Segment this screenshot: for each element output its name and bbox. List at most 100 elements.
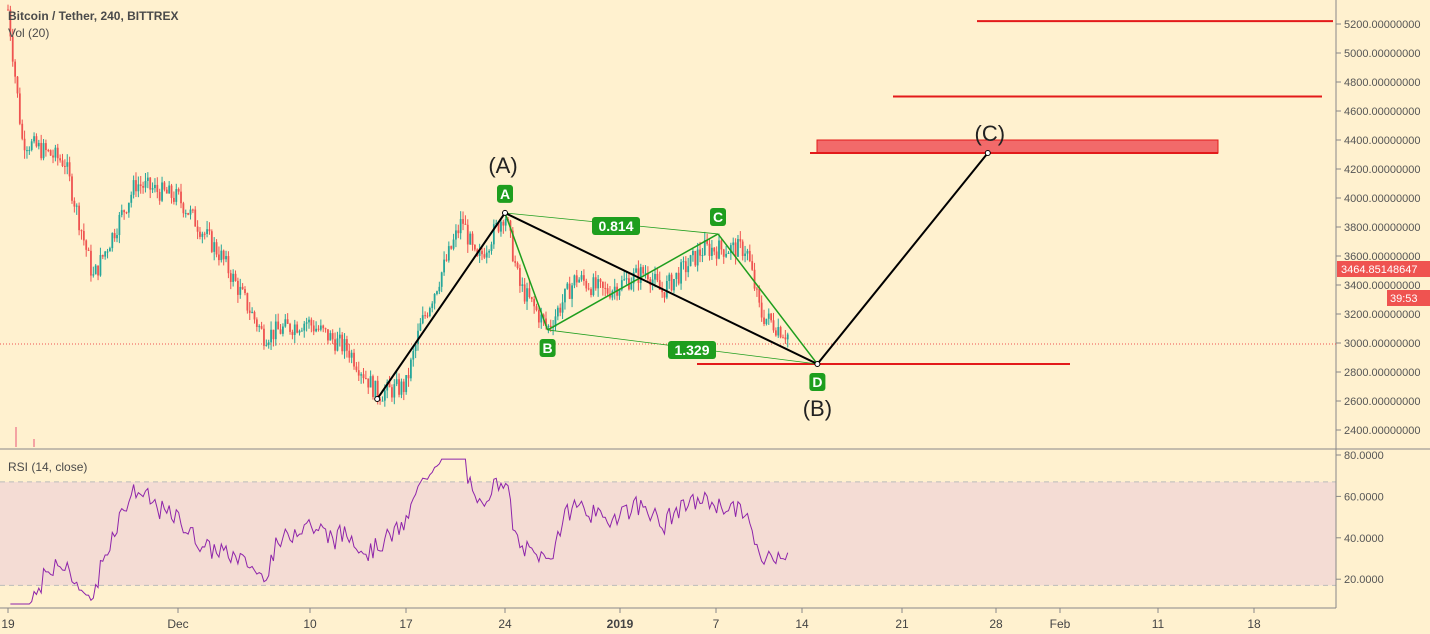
candle-body <box>748 250 751 262</box>
candle-body <box>374 380 377 398</box>
candle-body <box>168 185 171 194</box>
candle-body <box>161 182 163 201</box>
wave-point <box>374 395 381 402</box>
candle-body <box>272 329 275 340</box>
candle-body <box>173 197 175 202</box>
candle-body <box>52 155 54 158</box>
candle-body <box>459 219 462 234</box>
candle-body <box>18 93 21 124</box>
candle-body <box>488 250 491 253</box>
candle-body <box>426 315 429 317</box>
candle-body <box>199 231 201 237</box>
candle-body <box>63 165 66 167</box>
candle-body <box>583 275 585 281</box>
candle-body <box>265 344 268 346</box>
candle-body <box>82 231 85 241</box>
candle-body <box>594 277 597 289</box>
candle-body <box>630 283 633 290</box>
candle-body <box>611 291 614 298</box>
candle-body <box>47 150 50 152</box>
candle-body <box>308 319 310 323</box>
ratio-label-bg <box>592 217 640 235</box>
candle-body <box>526 288 528 302</box>
candle-body <box>123 210 126 213</box>
candle-body <box>182 203 185 214</box>
candle-body <box>327 329 329 341</box>
candle-body <box>282 326 284 334</box>
y-tick-label: 3000.00000000 <box>1344 338 1420 350</box>
candle-body <box>637 268 640 283</box>
candle-body <box>419 323 422 331</box>
candle-body <box>225 256 227 260</box>
candle-body <box>104 251 107 257</box>
candle-body <box>30 141 33 150</box>
candle-body <box>236 280 239 295</box>
bar-countdown: 39:53 <box>1390 293 1418 305</box>
candle-body <box>428 308 431 317</box>
abcd-point-label-bg <box>497 184 513 203</box>
candle-body <box>94 265 97 275</box>
candle-body <box>312 325 315 332</box>
candle-body <box>353 352 355 367</box>
candle-body <box>298 330 301 333</box>
candle-body <box>753 269 756 289</box>
candle-body <box>210 231 213 252</box>
candle-body <box>139 184 142 187</box>
candle-body <box>732 242 735 246</box>
candle-body <box>116 235 118 239</box>
candle-body <box>682 261 685 263</box>
candle-body <box>779 327 782 338</box>
candle-body <box>203 233 206 235</box>
candle-body <box>248 310 251 313</box>
candle-body <box>424 315 427 317</box>
candle-body <box>542 314 545 319</box>
abcd-point-label-bg <box>809 373 826 392</box>
ratio-label: 1.329 <box>674 342 709 358</box>
candle-body <box>303 323 306 331</box>
candle-body <box>208 229 211 232</box>
candle-body <box>675 272 678 280</box>
candle-body <box>386 382 389 391</box>
candle-body <box>66 162 69 167</box>
candle-body <box>663 292 666 298</box>
candle-body <box>639 267 642 283</box>
candle-body <box>346 339 348 351</box>
price-badge-bg <box>1337 261 1430 277</box>
candle-body <box>737 238 739 257</box>
x-tick-label: 18 <box>1247 617 1261 631</box>
candle-body <box>244 289 246 294</box>
candle-body <box>151 188 154 190</box>
ratio-label-bg <box>668 341 716 359</box>
candle-body <box>436 291 438 294</box>
candle-body <box>673 279 675 291</box>
candle-body <box>554 316 557 327</box>
candle-body <box>492 224 495 245</box>
candle-body <box>220 250 223 261</box>
candle-body <box>350 352 353 358</box>
y-tick-label: 4600.00000000 <box>1344 106 1420 118</box>
candle-body <box>471 233 474 245</box>
candle-body <box>286 319 289 324</box>
candle-body <box>132 180 135 195</box>
candle-body <box>734 242 737 257</box>
candle-body <box>78 205 80 231</box>
candle-body <box>500 221 502 232</box>
x-tick-label: 24 <box>498 617 512 631</box>
candle-body <box>692 250 694 256</box>
candle-body <box>26 150 28 152</box>
rsi-line <box>10 458 789 605</box>
abcd-leg <box>504 212 549 331</box>
candle-body <box>149 177 152 190</box>
candle-body <box>696 249 699 266</box>
candle-body <box>618 289 621 296</box>
candle-body <box>715 251 718 259</box>
wave-label: (C) <box>975 121 1006 146</box>
candle-body <box>433 293 436 304</box>
candle-body <box>90 250 92 276</box>
candle-body <box>383 390 386 401</box>
candle-body <box>381 400 384 402</box>
candle-body <box>49 150 52 156</box>
candle-body <box>478 250 481 256</box>
x-tick-label: 17 <box>399 617 413 631</box>
